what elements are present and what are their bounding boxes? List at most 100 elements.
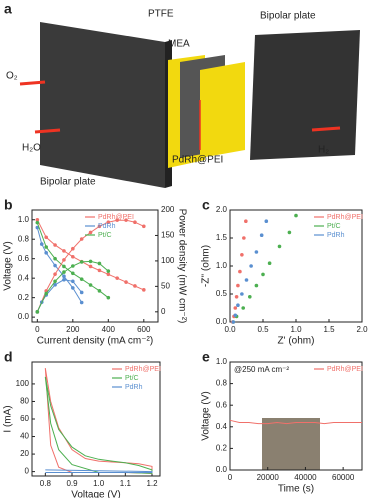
x-tick-label: 200 — [66, 325, 80, 334]
y2-tick-label: 100 — [161, 256, 175, 265]
x-tick-label: 60000 — [332, 473, 355, 482]
y-tick-label: 0.5 — [216, 289, 228, 298]
data-point — [277, 244, 282, 249]
right-plate — [250, 30, 360, 160]
panel-label: a — [4, 1, 12, 17]
y-tick-label: 0.2 — [18, 293, 30, 302]
left-plate — [40, 22, 165, 188]
label: MEA — [168, 39, 190, 50]
data-point — [234, 295, 239, 299]
data-point — [88, 230, 93, 235]
data-point — [62, 258, 66, 262]
data-point — [97, 289, 102, 293]
data-point — [88, 264, 93, 269]
data-point — [44, 291, 48, 296]
arrow — [34, 128, 61, 134]
data-point — [241, 306, 245, 310]
y-tick-label: 0.4 — [18, 273, 30, 282]
data-point — [106, 269, 111, 273]
data-point — [79, 300, 84, 305]
label: O₂ — [6, 71, 18, 82]
data-point — [248, 295, 252, 299]
x-tick-label: 40000 — [294, 473, 317, 482]
data-point — [133, 284, 137, 288]
data-point — [88, 259, 93, 264]
data-point — [124, 280, 128, 284]
x-tick-label: 1.0 — [290, 325, 302, 334]
data-point — [97, 261, 102, 266]
data-point — [261, 272, 265, 277]
data-point — [53, 272, 57, 276]
data-point — [44, 251, 48, 255]
x-tick-label: 20000 — [257, 473, 280, 482]
x-tick-label: 2.0 — [356, 325, 368, 334]
data-point — [124, 218, 128, 222]
data-point — [231, 320, 236, 324]
data-point — [233, 306, 238, 310]
y-tick-label: 60 — [20, 414, 29, 423]
data-point — [53, 283, 57, 287]
y-tick-label: 0.6 — [18, 254, 30, 263]
legend-label: Pt/C — [125, 375, 139, 382]
legend-label: PdRh@PEI — [125, 366, 161, 373]
data-point — [62, 264, 66, 269]
x-tick-label: 1.5 — [323, 325, 335, 334]
data-point — [242, 236, 246, 240]
x-axis-label: Z' (ohm) — [278, 336, 315, 347]
data-point — [115, 218, 119, 222]
ptfe — [200, 62, 245, 158]
panel-label: e — [202, 349, 210, 365]
data-point — [142, 288, 146, 292]
y-axis-label: -Z'' (ohm) — [201, 245, 212, 287]
label: Bipolar plate — [40, 177, 96, 188]
label: H₂O — [22, 143, 41, 154]
x-tick-label: 0.8 — [40, 479, 52, 488]
y-tick-label: 1.0 — [18, 215, 30, 224]
data-point — [294, 213, 298, 218]
y-tick-label: 0.0 — [216, 317, 228, 326]
data-point — [142, 224, 146, 229]
y-axis-label: I (mA) — [3, 405, 14, 432]
x-tick-label: 0.9 — [66, 479, 78, 488]
x-tick-label: 0.0 — [224, 325, 236, 334]
data-point — [79, 277, 84, 281]
x-tick-label: 0 — [35, 325, 40, 334]
legend-label: PdRh@PEI — [98, 214, 134, 221]
y-tick-label: 1.5 — [216, 233, 228, 242]
fuel-cell-diagram: a PTFE MEA Bipolar plate O₂ H₂O H₂ PdRh@… — [4, 1, 360, 188]
panel-label: c — [202, 197, 210, 213]
legend-label: PdRh — [327, 232, 345, 239]
data-point — [259, 233, 264, 237]
data-point — [53, 256, 57, 261]
y-tick-label: 1.0 — [216, 357, 228, 366]
y-tick-label: 0.6 — [216, 400, 228, 409]
y-tick-label: 0 — [25, 467, 30, 476]
data-point — [35, 220, 40, 225]
y-axis-label: Voltage (V) — [201, 391, 212, 440]
data-point — [71, 271, 75, 276]
label: PTFE — [148, 9, 174, 20]
data-point — [106, 272, 111, 277]
data-point — [97, 268, 102, 273]
data-point — [39, 242, 44, 246]
data-point — [44, 245, 48, 249]
x-tick-label: 600 — [137, 325, 151, 334]
x-tick-label: 0.5 — [257, 325, 269, 334]
data-point — [244, 278, 249, 282]
plot-frame — [229, 361, 363, 471]
data-point — [71, 286, 75, 290]
y-tick-label: 100 — [16, 379, 30, 388]
panel-label: d — [4, 349, 13, 365]
data-point — [240, 292, 244, 296]
series-line — [229, 419, 362, 425]
data-point — [233, 313, 238, 318]
data-point — [62, 249, 66, 253]
data-point — [71, 264, 75, 268]
data-point — [62, 270, 66, 274]
data-point — [53, 263, 57, 268]
y-tick-label: 0.8 — [18, 234, 30, 243]
data-point — [254, 283, 259, 288]
x-tick-label: 1.0 — [93, 479, 105, 488]
y-tick-label: 0.0 — [18, 312, 30, 321]
